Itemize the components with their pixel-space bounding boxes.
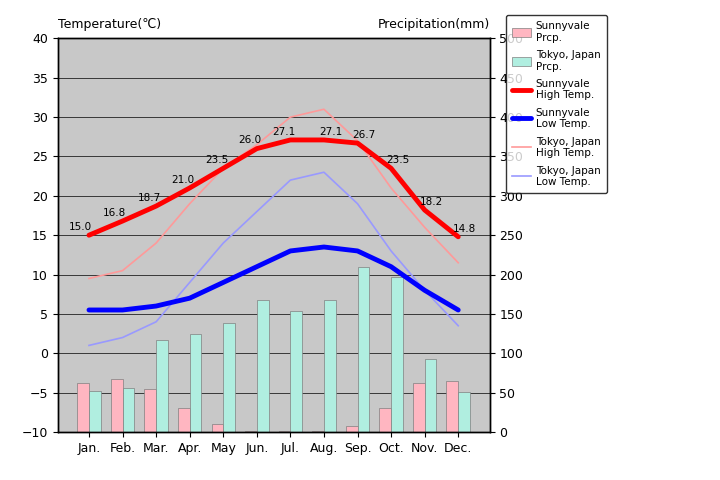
Bar [189, 334, 202, 432]
Text: 23.5: 23.5 [386, 155, 410, 165]
Bar [391, 277, 402, 432]
Text: 14.8: 14.8 [454, 224, 477, 234]
Bar [446, 381, 458, 432]
Bar [245, 431, 257, 432]
Text: Temperature(℃): Temperature(℃) [58, 18, 161, 31]
Text: 27.1: 27.1 [272, 127, 295, 137]
Bar [346, 426, 358, 432]
Bar [223, 324, 235, 432]
Bar [358, 267, 369, 432]
Bar [458, 392, 470, 432]
Bar [212, 424, 223, 432]
Bar [290, 311, 302, 432]
Bar [312, 431, 324, 432]
Text: 23.5: 23.5 [205, 155, 228, 165]
Bar [145, 389, 156, 432]
Bar [379, 408, 391, 432]
Bar [324, 300, 336, 432]
Bar [279, 431, 290, 432]
Bar [122, 388, 135, 432]
Text: 18.7: 18.7 [138, 193, 161, 203]
Text: 27.1: 27.1 [319, 127, 342, 137]
Text: Precipitation(mm): Precipitation(mm) [377, 18, 490, 31]
Bar [425, 359, 436, 432]
Text: 26.7: 26.7 [353, 130, 376, 140]
Text: 21.0: 21.0 [171, 175, 194, 185]
Text: 26.0: 26.0 [238, 135, 261, 145]
Text: 16.8: 16.8 [102, 208, 126, 218]
Bar [257, 300, 269, 432]
Bar [413, 383, 425, 432]
Bar [77, 383, 89, 432]
Legend: Sunnyvale
Prcp., Tokyo, Japan
Prcp., Sunnyvale
High Temp., Sunnyvale
Low Temp., : Sunnyvale Prcp., Tokyo, Japan Prcp., Sun… [505, 15, 607, 193]
Bar [89, 391, 101, 432]
Bar [178, 408, 189, 432]
Bar [156, 340, 168, 432]
Text: 15.0: 15.0 [69, 222, 92, 232]
Bar [111, 379, 122, 432]
Text: 18.2: 18.2 [420, 197, 443, 207]
